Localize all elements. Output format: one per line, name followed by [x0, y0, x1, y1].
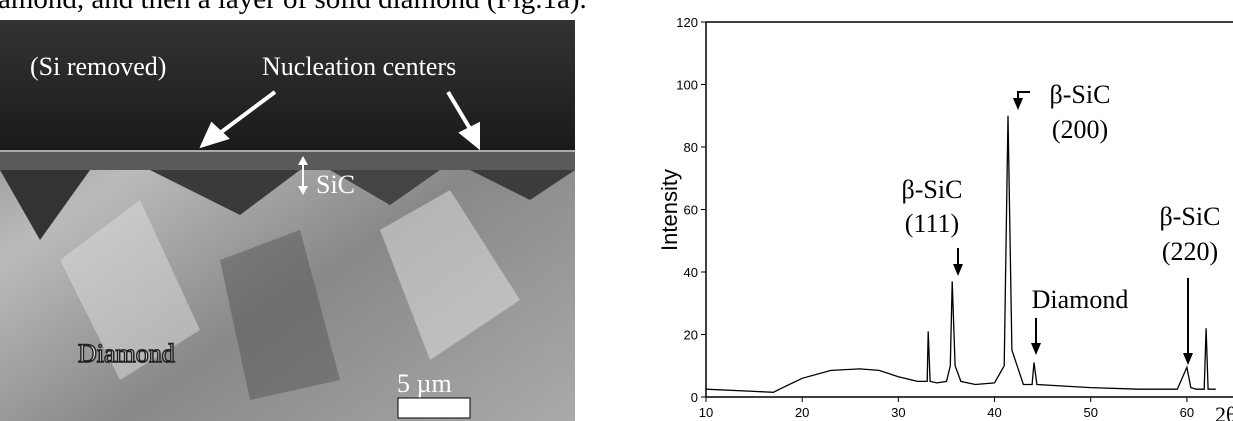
y-tick-label: 0 [691, 390, 698, 405]
x-tick-label: 20 [795, 405, 809, 420]
y-tick-label: 40 [684, 265, 698, 280]
x-tick-label: 30 [891, 405, 905, 420]
y-axis-label: Intensity [657, 169, 682, 251]
caption-fragment: amond, and then a layer of solid diamond… [0, 0, 587, 15]
image-label: Diamond [78, 339, 175, 368]
image-label: 5 µm [397, 369, 452, 398]
annotation: β-SiC [1050, 80, 1111, 109]
x-tick-label: 40 [987, 405, 1001, 420]
y-tick-label: 120 [676, 15, 698, 30]
x-tick-label: 50 [1083, 405, 1097, 420]
data-line [706, 116, 1216, 393]
page: amond, and then a layer of solid diamond… [0, 0, 1233, 421]
x-axis-label: 2θ [1215, 402, 1233, 421]
figure: amond, and then a layer of solid diamond… [0, 0, 1233, 421]
annotation: β-SiC [1160, 202, 1221, 231]
annotation: Diamond [1032, 285, 1129, 314]
image-label: (Si removed) [30, 52, 166, 81]
y-tick-label: 100 [676, 78, 698, 93]
image-label: SiC [316, 170, 355, 199]
x-tick-label: 60 [1180, 405, 1194, 420]
y-tick-label: 20 [684, 328, 698, 343]
annotation: (200) [1052, 115, 1108, 144]
y-tick-label: 80 [684, 140, 698, 155]
annotation: (111) [905, 209, 959, 238]
annotation: β-SiC [902, 175, 963, 204]
annotation: (220) [1162, 237, 1218, 266]
y-tick-label: 60 [684, 203, 698, 218]
scale-bar [398, 398, 470, 418]
x-tick-label: 10 [699, 405, 713, 420]
image-label: Nucleation centers [262, 52, 456, 81]
